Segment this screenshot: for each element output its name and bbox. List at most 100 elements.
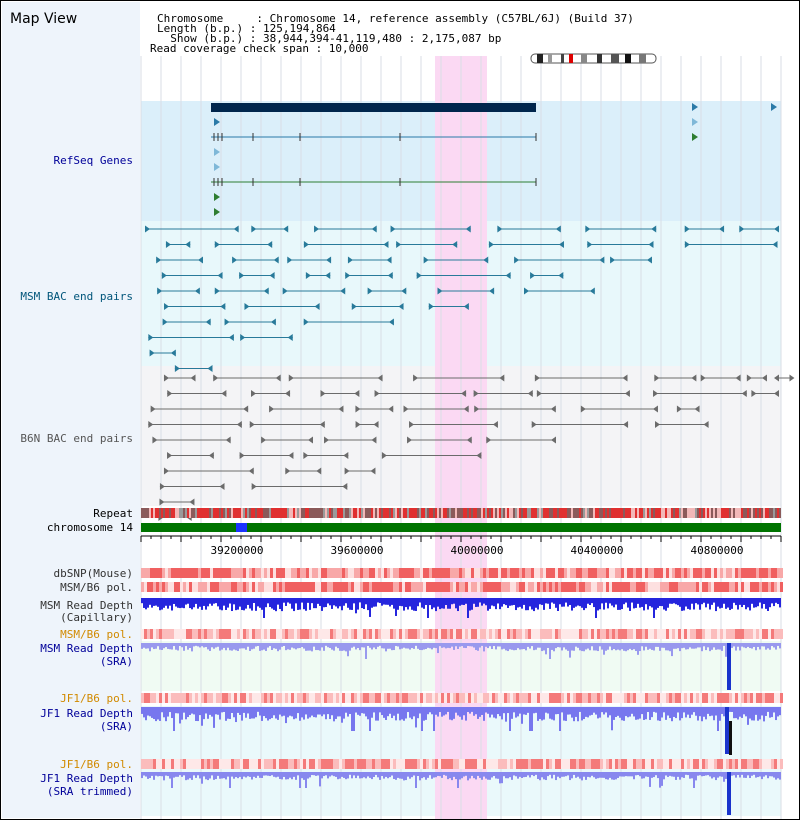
- heat-mark: [441, 568, 444, 578]
- depth-bar: [445, 643, 447, 649]
- bac-end-mark: [205, 318, 211, 326]
- track-label-refseq-genes[interactable]: RefSeq Genes: [53, 154, 133, 167]
- heat-mark: [456, 759, 459, 769]
- heat-mark: [423, 629, 426, 639]
- depth-bar: [301, 643, 303, 648]
- heat-mark: [774, 693, 777, 703]
- depth-bar: [771, 707, 773, 718]
- heat-mark: [597, 568, 600, 578]
- depth-bar: [735, 772, 737, 778]
- heat-mark: [594, 759, 597, 769]
- heat-mark: [150, 582, 153, 592]
- repeat-mark: [579, 508, 581, 518]
- heat-mark: [717, 568, 720, 578]
- depth-bar: [489, 707, 491, 718]
- heat-mark: [612, 629, 615, 639]
- depth-bar: [547, 772, 549, 777]
- bac-end-mark: [416, 272, 422, 279]
- depth-bar: [261, 643, 263, 651]
- heat-mark: [618, 629, 621, 639]
- depth-bar: [567, 772, 569, 776]
- depth-bar: [387, 598, 389, 605]
- repeat-mark: [343, 508, 345, 518]
- depth-bar: [689, 643, 691, 648]
- heat-mark: [309, 693, 312, 703]
- heat-mark: [543, 693, 546, 703]
- depth-bar: [593, 598, 595, 608]
- heat-mark: [591, 629, 594, 639]
- depth-bar: [351, 772, 353, 779]
- depth-bar: [309, 598, 311, 610]
- repeat-mark: [557, 508, 559, 518]
- heat-mark: [234, 693, 237, 703]
- repeat-mark: [617, 508, 619, 518]
- heat-mark: [258, 629, 261, 639]
- depth-bar: [177, 598, 179, 608]
- depth-bar: [595, 643, 597, 651]
- heat-mark: [513, 759, 516, 769]
- depth-bar: [259, 598, 261, 608]
- heat-mark: [237, 759, 240, 769]
- depth-bar: [215, 707, 217, 715]
- depth-bar: [323, 707, 325, 715]
- heat-mark: [366, 693, 369, 703]
- depth-bar: [459, 598, 461, 606]
- depth-bar: [575, 598, 577, 607]
- heat-mark: [771, 759, 774, 769]
- bac-end-mark: [287, 334, 293, 341]
- depth-bar: [257, 772, 259, 776]
- heat-mark: [234, 759, 237, 769]
- repeat-mark: [245, 508, 247, 518]
- depth-bar: [311, 643, 313, 652]
- heat-mark: [759, 759, 762, 769]
- depth-bar: [633, 598, 635, 609]
- repeat-mark: [771, 508, 773, 518]
- heat-mark: [774, 582, 777, 592]
- depth-bar: [535, 598, 537, 608]
- depth-bar: [335, 772, 337, 777]
- repeat-mark: [463, 508, 465, 518]
- depth-bar: [199, 707, 201, 716]
- heat-mark: [690, 568, 693, 578]
- heat-mark: [216, 629, 219, 639]
- heat-mark: [630, 759, 633, 769]
- depth-bar: [527, 643, 529, 647]
- depth-bar: [579, 707, 581, 712]
- repeat-mark: [713, 508, 715, 518]
- depth-bar: [401, 772, 403, 779]
- depth-bar: [629, 707, 631, 717]
- depth-bar: [165, 643, 167, 648]
- heat-mark: [213, 629, 216, 639]
- depth-bar: [673, 643, 675, 649]
- heat-mark: [399, 629, 402, 639]
- depth-bar: [579, 643, 581, 651]
- track-label-msm-bac[interactable]: MSM BAC end pairs: [20, 290, 133, 303]
- track-label-b6n-bac[interactable]: B6N BAC end pairs: [20, 432, 133, 445]
- depth-bar: [321, 598, 323, 611]
- depth-bar: [693, 772, 695, 788]
- track-label-chromosome: chromosome 14: [46, 521, 133, 534]
- depth-bar: [423, 707, 425, 721]
- heat-mark: [726, 693, 729, 703]
- depth-bar: [545, 772, 547, 781]
- gene-arrow: [214, 193, 220, 201]
- heat-mark: [414, 568, 417, 578]
- heat-mark: [711, 582, 714, 592]
- bac-end-mark: [145, 225, 151, 233]
- repeat-mark: [197, 508, 199, 518]
- repeat-mark: [219, 508, 221, 518]
- heat-mark: [201, 759, 204, 769]
- depth-bar: [185, 772, 187, 781]
- depth-bar: [373, 707, 375, 713]
- heat-mark: [693, 582, 696, 592]
- depth-bar: [735, 598, 737, 606]
- depth-bar: [581, 707, 583, 721]
- repeat-mark: [171, 508, 173, 518]
- heat-mark: [549, 629, 552, 639]
- depth-bar: [749, 707, 751, 719]
- depth-bar: [375, 598, 377, 607]
- depth-bar: [507, 772, 509, 779]
- depth-bar: [749, 643, 751, 649]
- heat-mark: [378, 759, 381, 769]
